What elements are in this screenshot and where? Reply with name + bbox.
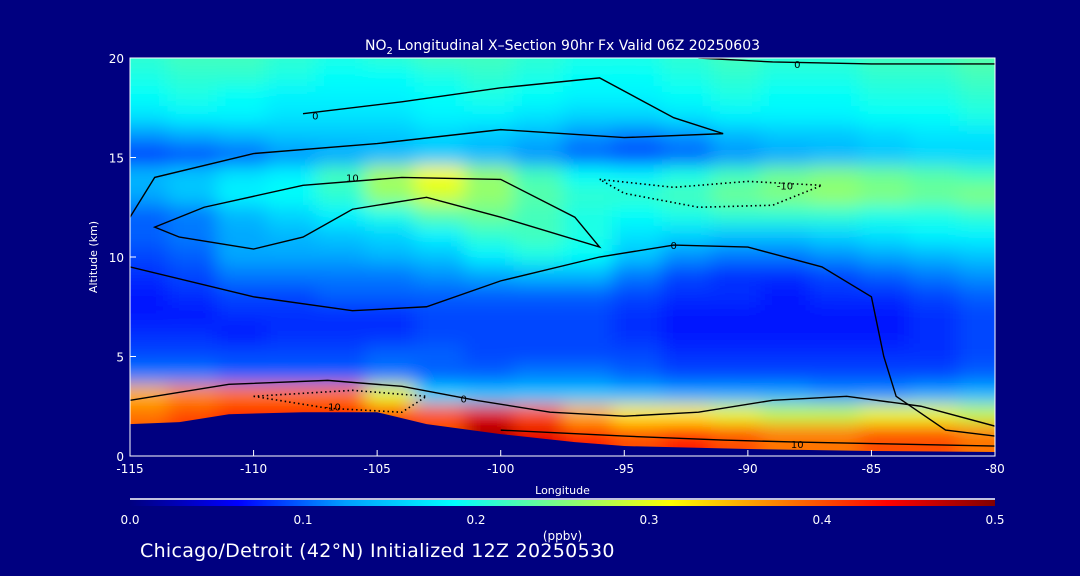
terrain <box>130 412 995 456</box>
colorbar-tick-label: 0.1 <box>293 513 312 527</box>
x-tick-label: -100 <box>487 462 514 476</box>
contour-label: 10 <box>346 173 359 184</box>
x-tick-label: -105 <box>364 462 391 476</box>
plot-area: 0 0 10 0 0 10 -10 -10 <box>130 58 995 456</box>
x-tick-label: -80 <box>985 462 1005 476</box>
colorbar-tick-label: 0.5 <box>985 513 1004 527</box>
title-prefix: NO <box>365 38 387 54</box>
heatmap <box>130 58 995 456</box>
title-subscript: 2 <box>386 46 392 57</box>
heatmap-cell <box>958 424 995 456</box>
x-tick-label: -115 <box>116 462 143 476</box>
colorbar-unit-label: (ppbv) <box>543 529 582 543</box>
contour-label: 10 <box>791 440 804 451</box>
contour-line <box>130 77 724 218</box>
footer-caption: Chicago/Detroit (42°N) Initialized 12Z 2… <box>140 540 615 562</box>
contour-label: -10 <box>777 181 793 192</box>
x-axis-label: Longitude <box>535 484 590 497</box>
contour-label: -10 <box>324 402 340 413</box>
contour-label: 0 <box>794 60 800 71</box>
contour-line <box>130 244 995 437</box>
y-tick-label: 10 <box>109 251 124 265</box>
x-tick-label: -110 <box>240 462 267 476</box>
colorbar <box>130 500 995 506</box>
contour-line <box>698 58 995 65</box>
colorbar-tick-label: 0.2 <box>466 513 485 527</box>
y-tick-label: 20 <box>109 52 124 66</box>
contour-line <box>130 379 995 427</box>
y-tick-label: 0 <box>116 450 124 464</box>
y-tick-label: 15 <box>109 152 124 166</box>
contours: 0 0 10 0 0 10 -10 -10 <box>130 58 995 451</box>
y-tick-label: 5 <box>116 351 124 365</box>
x-tick-label: -90 <box>738 462 758 476</box>
title-rest: Longitudinal X–Section 90hr Fx Valid 06Z… <box>393 38 760 54</box>
contour-line <box>152 176 602 250</box>
contour-line <box>500 429 995 447</box>
colorbar-tick-label: 0.4 <box>812 513 831 527</box>
colorbar-tick-label: 0.3 <box>639 513 658 527</box>
contour-line <box>599 178 823 209</box>
x-tick-label: -85 <box>862 462 882 476</box>
contour-label: 0 <box>460 394 466 405</box>
contour-label: 0 <box>671 241 677 252</box>
x-tick-label: -95 <box>614 462 634 476</box>
chart-title: NO2 Longitudinal X–Section 90hr Fx Valid… <box>365 38 760 57</box>
contour-label: 0 <box>312 112 318 123</box>
colorbar-tick-label: 0.0 <box>120 513 139 527</box>
y-axis-label: Altitude (km) <box>87 221 100 293</box>
